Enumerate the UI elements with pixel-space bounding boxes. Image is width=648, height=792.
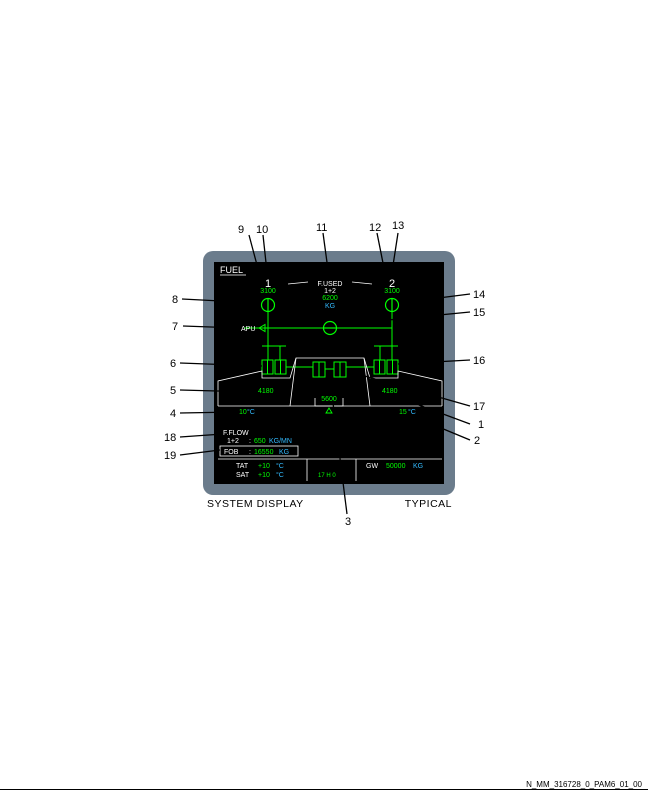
tat-unit: °C — [276, 462, 284, 470]
callout-number: 12 — [369, 222, 381, 234]
callout-number: 18 — [164, 432, 176, 444]
fflow-colon: : — [249, 438, 251, 445]
fflow-unit: KG/MN — [269, 438, 292, 445]
callout-number: 7 — [172, 321, 178, 333]
callout-leaders — [179, 232, 471, 515]
callout-number: 16 — [473, 355, 485, 367]
left-tank-temp-unit: °C — [247, 408, 255, 416]
right-tank-temp-value: 15 — [399, 409, 407, 416]
callout-number: 4 — [170, 408, 176, 420]
page-title: FUEL — [220, 265, 243, 275]
callout-number: 6 — [170, 358, 176, 370]
callout-number: 14 — [473, 289, 485, 301]
left-tank-quantity: 4180 — [258, 388, 274, 395]
fused-right-rule — [351, 281, 373, 285]
apu-triangle-icon — [258, 323, 266, 333]
fused-unit: KG — [325, 303, 335, 310]
clock-time: 17 H 0 — [318, 473, 336, 479]
left-tank-temp-value: 10 — [239, 409, 247, 416]
callout-number: 19 — [164, 450, 176, 462]
center-warning-triangle-icon — [325, 407, 333, 414]
center-tank-right-edge — [363, 357, 371, 407]
engine-1-label: 1 — [265, 278, 271, 290]
fused-label: F.USED — [318, 281, 343, 288]
center-tank-left-edge — [289, 357, 297, 407]
callout-number: 17 — [473, 401, 485, 413]
center-tank-quantity-box — [314, 398, 344, 407]
sat-label: SAT — [236, 472, 250, 479]
callout-number: 5 — [170, 385, 176, 397]
engine-2-used: 3100 — [384, 288, 400, 295]
callout-number: 15 — [473, 307, 485, 319]
wing-outline-left — [217, 357, 443, 406]
center-tank-quantity: 5600 — [321, 396, 337, 403]
fflow-sub: 1+2 — [227, 438, 239, 445]
fob-box — [219, 445, 299, 457]
fused-sub: 1+2 — [324, 288, 336, 295]
engine-2-label: 2 — [389, 278, 395, 290]
sat-unit: °C — [276, 471, 284, 479]
callout-number: 10 — [256, 224, 268, 236]
gw-label: GW — [366, 463, 378, 470]
fob-label: FOB — [224, 449, 239, 456]
engine-1-used: 3100 — [260, 288, 276, 295]
caption-system-display: SYSTEM DISPLAY — [207, 498, 304, 510]
caption-typical: TYPICAL — [405, 498, 452, 510]
callout-number: 8 — [172, 294, 178, 306]
fused-value: 6200 — [322, 295, 338, 302]
apu-label: APU — [241, 326, 255, 333]
right-tank-quantity: 4180 — [382, 388, 398, 395]
callout-number: 11 — [316, 222, 327, 234]
figure-reference: N_MM_316728_0_PAM6_01_00 — [526, 780, 642, 789]
callout-number: 3 — [345, 516, 351, 528]
tat-label: TAT — [236, 463, 249, 470]
fflow-value: 650 — [254, 438, 266, 445]
fob-value: 16550 — [254, 449, 274, 456]
right-tank-temp-unit: °C — [408, 408, 416, 416]
page-bottom-rule — [0, 789, 648, 790]
callout-number: 1 — [478, 419, 484, 431]
fob-colon: : — [249, 449, 251, 456]
sat-value: +10 — [258, 472, 270, 479]
gw-unit: KG — [413, 463, 423, 470]
fob-unit: KG — [279, 449, 289, 456]
callout-number: 13 — [392, 220, 404, 232]
callout-number: 2 — [474, 435, 480, 447]
fused-left-rule — [287, 281, 309, 285]
callout-number: 9 — [238, 224, 244, 236]
gw-value: 50000 — [386, 463, 406, 470]
fflow-label: F.FLOW — [223, 430, 249, 437]
tat-value: +10 — [258, 463, 270, 470]
